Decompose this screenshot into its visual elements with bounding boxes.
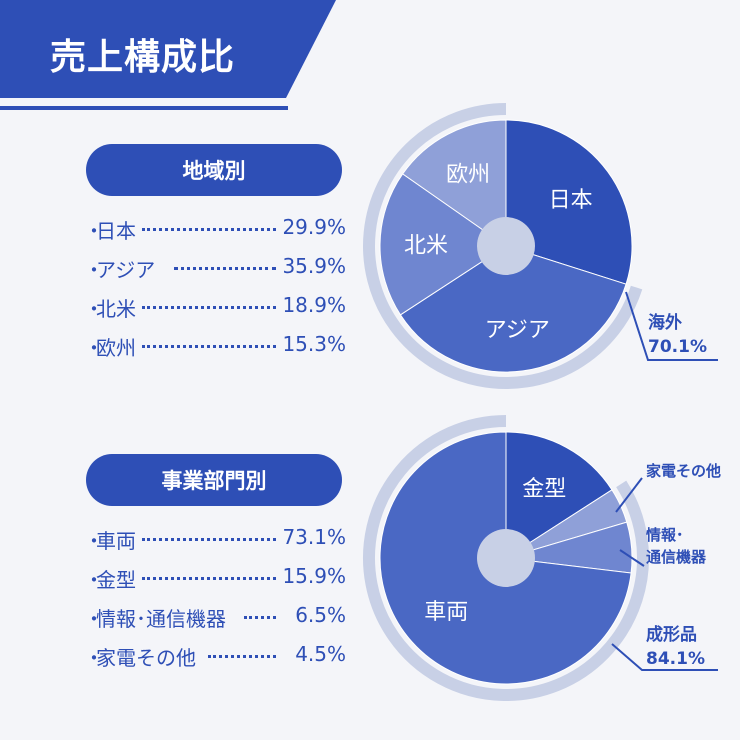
list-item: ・ 欧州 15.3% bbox=[84, 325, 346, 364]
group-ring bbox=[363, 415, 649, 701]
list-item: ・ 日本 29.9% bbox=[84, 208, 346, 247]
list-item-value: 73.1% bbox=[282, 525, 346, 549]
list-item-value: 15.9% bbox=[282, 564, 346, 588]
title-underline bbox=[0, 106, 288, 110]
segment-heading: 事業部門別 bbox=[86, 454, 342, 506]
slice-label: アジア bbox=[485, 318, 550, 343]
bullet: ・ bbox=[84, 219, 104, 243]
leader-dots bbox=[142, 228, 276, 231]
pie-slice bbox=[401, 119, 507, 247]
list-item-value: 18.9% bbox=[282, 293, 346, 317]
leader-dots bbox=[142, 306, 276, 309]
slice-label: 欧州 bbox=[446, 162, 490, 187]
list-item: ・ 北米 18.9% bbox=[84, 286, 346, 325]
list-item-value: 6.5% bbox=[295, 603, 346, 627]
bullet: ・ bbox=[84, 258, 104, 282]
list-item: ・ 家電その他 4.5% bbox=[84, 635, 346, 674]
list-item-value: 29.9% bbox=[282, 215, 346, 239]
pie-slice bbox=[505, 431, 613, 559]
list-item: ・ アジア 35.9% bbox=[84, 247, 346, 286]
outer-label-joho-1: 情報･ bbox=[646, 526, 684, 544]
callout-value-overseas: 70.1% bbox=[648, 337, 707, 357]
title-banner bbox=[0, 0, 336, 110]
list-item-label: アジア bbox=[96, 258, 156, 282]
page-title: 売上構成比 bbox=[50, 37, 236, 78]
bullet: ・ bbox=[84, 646, 104, 670]
leader-dots bbox=[244, 616, 276, 619]
leader-line-joho bbox=[619, 549, 645, 567]
leader-line-kaden bbox=[615, 477, 643, 513]
callout-label-seikei: 成形品 bbox=[646, 624, 697, 645]
list-item-value: 35.9% bbox=[282, 254, 346, 278]
list-item-label: 北米 bbox=[96, 297, 136, 321]
callout-value-seikei: 84.1% bbox=[646, 649, 705, 669]
bullet: ・ bbox=[84, 607, 104, 631]
list-item-label: 日本 bbox=[96, 219, 136, 243]
bullet: ・ bbox=[84, 568, 104, 592]
bullet: ・ bbox=[84, 297, 104, 321]
callout-label-overseas: 海外 bbox=[648, 312, 682, 333]
leader-dots bbox=[208, 655, 276, 658]
outer-label-kaden: 家電その他 bbox=[646, 462, 721, 480]
outer-label-joho-2: 通信機器 bbox=[646, 548, 707, 566]
list-item-label: 欧州 bbox=[96, 336, 136, 360]
list-item: ・ 金型 15.9% bbox=[84, 557, 346, 596]
list-item-label: 家電その他 bbox=[96, 646, 196, 670]
region-heading: 地域別 bbox=[86, 144, 342, 196]
slice-label: 日本 bbox=[549, 188, 593, 213]
list-item-label: 情報･通信機器 bbox=[96, 607, 226, 631]
leader-dots bbox=[174, 267, 276, 270]
bullet: ・ bbox=[84, 529, 104, 553]
slice-label: 北米 bbox=[404, 234, 448, 259]
list-item: ・ 情報･通信機器 6.5% bbox=[84, 596, 346, 635]
list-item-label: 金型 bbox=[96, 568, 136, 592]
bullet: ・ bbox=[84, 336, 104, 360]
pie-center-hole bbox=[477, 529, 535, 587]
callout-line-overseas bbox=[625, 291, 718, 361]
leader-dots bbox=[142, 577, 276, 580]
segment-list: ・ 車両 73.1% ・ 金型 15.9% ・ 情報･通信機器 6.5% ・ 家… bbox=[84, 518, 346, 674]
callout-line-seikei bbox=[611, 643, 718, 671]
pie-slice bbox=[399, 245, 627, 373]
list-item-value: 4.5% bbox=[295, 642, 346, 666]
list-item: ・ 車両 73.1% bbox=[84, 518, 346, 557]
pie-center-hole bbox=[477, 217, 535, 275]
slice-label: 車両 bbox=[424, 600, 468, 625]
pie-slice bbox=[379, 173, 507, 316]
leader-dots bbox=[142, 538, 276, 541]
pie-slice bbox=[505, 119, 633, 285]
region-list: ・ 日本 29.9% ・ アジア 35.9% ・ 北米 18.9% ・ 欧州 1… bbox=[84, 208, 346, 364]
group-ring bbox=[363, 103, 643, 389]
list-item-value: 15.3% bbox=[282, 332, 346, 356]
title-banner-shape bbox=[0, 0, 336, 98]
slice-label: 金型 bbox=[522, 477, 566, 502]
list-item-label: 車両 bbox=[96, 529, 136, 553]
leader-dots bbox=[142, 345, 276, 348]
